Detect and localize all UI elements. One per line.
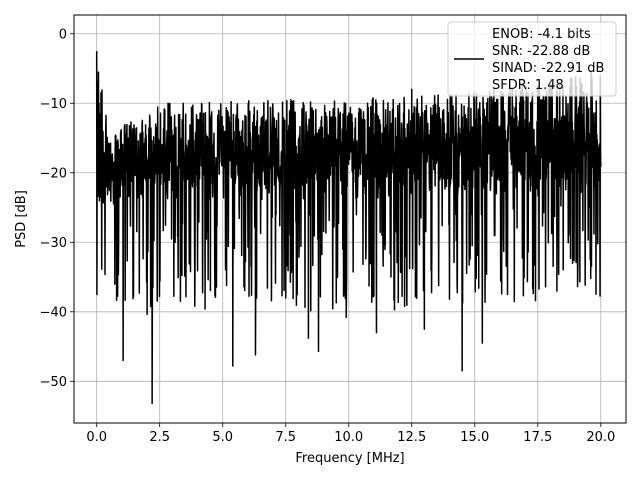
y-tick-label: −10 — [40, 97, 67, 112]
x-axis-ticks: 0.0 2.5 5.0 7.5 10.0 12.5 15.0 17.5 20.0 — [86, 423, 615, 445]
y-tick-label: −50 — [40, 375, 67, 390]
x-axis-label: Frequency [MHz] — [295, 451, 404, 466]
y-tick-label: 0 — [59, 27, 67, 42]
x-tick-label: 17.5 — [523, 430, 552, 445]
legend-entry-enob: ENOB: -4.1 bits — [492, 27, 591, 42]
legend-entry-sfdr: SFDR: 1.48 — [492, 78, 564, 93]
legend-entry-snr: SNR: -22.88 dB — [492, 44, 590, 59]
legend: ENOB: -4.1 bits SNR: -22.88 dB SINAD: -2… — [447, 21, 617, 97]
x-tick-label: 12.5 — [397, 430, 426, 445]
x-tick-label: 5.0 — [212, 430, 233, 445]
y-axis-label: PSD [dB] — [14, 190, 29, 248]
x-tick-label: 2.5 — [149, 430, 170, 445]
x-tick-label: 15.0 — [460, 430, 489, 445]
y-tick-label: −30 — [40, 236, 67, 251]
axes-frame — [73, 14, 627, 424]
y-tick-label: −40 — [40, 305, 67, 320]
y-tick-label: −20 — [40, 166, 67, 181]
x-tick-label: 10.0 — [334, 430, 363, 445]
plot-area — [95, 51, 602, 405]
x-tick-label: 20.0 — [586, 430, 615, 445]
legend-entry-sinad: SINAD: -22.91 dB — [492, 61, 604, 76]
x-tick-label: 0.0 — [86, 430, 107, 445]
y-axis-ticks: 0 −10 −20 −30 −40 −50 — [40, 27, 74, 390]
legend-box — [447, 21, 617, 97]
psd-series-line — [95, 51, 602, 405]
x-tick-label: 7.5 — [275, 430, 296, 445]
